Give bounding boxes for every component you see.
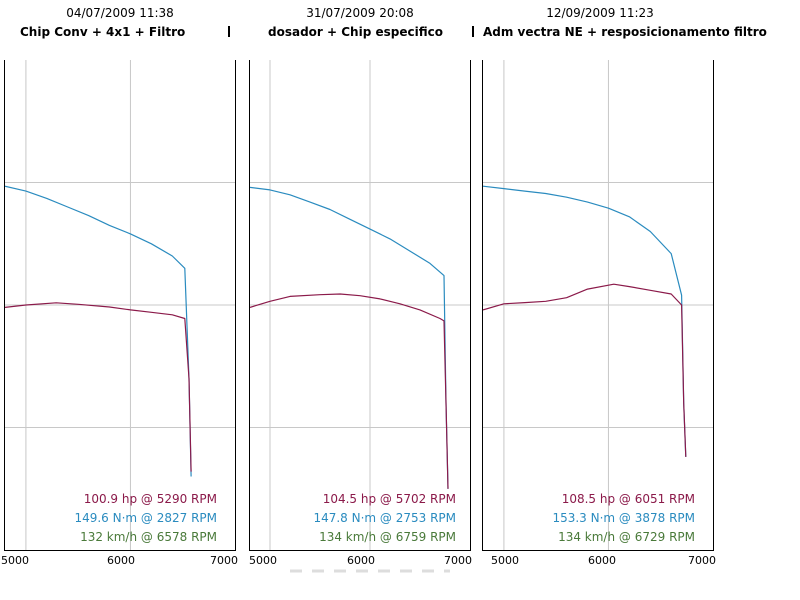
plot-area: 104.5 hp @ 5702 RPM 147.8 N·m @ 2753 RPM… xyxy=(249,60,471,551)
series-line-hp xyxy=(483,283,687,457)
series-line-torque xyxy=(483,185,687,457)
plot-area: 108.5 hp @ 6051 RPM 153.3 N·m @ 3878 RPM… xyxy=(482,60,714,551)
series-line-hp xyxy=(250,293,449,489)
panel-title: Chip Conv + 4x1 + Filtro xyxy=(20,25,186,39)
x-tick-label: 7000 xyxy=(688,554,716,567)
stat-torque: 147.8 N·m @ 2753 RPM xyxy=(313,511,456,525)
series-line-hp xyxy=(5,302,192,472)
x-tick-label: 6000 xyxy=(588,554,616,567)
chart-panel-2: 31/07/2009 20:08 dosador + Chip especifi… xyxy=(240,0,480,600)
chart-svg xyxy=(250,60,470,550)
stat-speed: 132 km/h @ 6578 RPM xyxy=(80,530,217,544)
panel-date: 31/07/2009 20:08 xyxy=(306,6,414,20)
x-tick-label: 6000 xyxy=(107,554,135,567)
stat-hp: 108.5 hp @ 6051 RPM xyxy=(561,492,695,506)
series-line-torque xyxy=(5,185,192,477)
chart-panel-1: 04/07/2009 11:38 Chip Conv + 4x1 + Filtr… xyxy=(0,0,240,600)
panel-title: Adm vectra NE + resposicionamento filtro xyxy=(483,25,767,39)
x-tick-label: 6000 xyxy=(347,554,375,567)
stat-speed: 134 km/h @ 6759 RPM xyxy=(319,530,456,544)
chart-panel-3: 12/09/2009 11:23 Adm vectra NE + resposi… xyxy=(480,0,767,600)
panel-date: 12/09/2009 11:23 xyxy=(546,6,654,20)
stat-torque: 153.3 N·m @ 3878 RPM xyxy=(552,511,695,525)
panel-date: 04/07/2009 11:38 xyxy=(66,6,174,20)
title-tick-mark xyxy=(228,26,230,37)
title-tick-mark xyxy=(472,26,474,37)
series-line-torque xyxy=(250,186,449,489)
plot-area: 100.9 hp @ 5290 RPM 149.6 N·m @ 2827 RPM… xyxy=(4,60,236,551)
stat-hp: 100.9 hp @ 5290 RPM xyxy=(83,492,217,506)
x-tick-label: 5000 xyxy=(1,554,29,567)
stat-torque: 149.6 N·m @ 2827 RPM xyxy=(74,511,217,525)
chart-svg xyxy=(5,60,235,550)
x-tick-label: 5000 xyxy=(249,554,277,567)
x-tick-label: 7000 xyxy=(444,554,472,567)
stat-hp: 104.5 hp @ 5702 RPM xyxy=(322,492,456,506)
x-tick-label: 7000 xyxy=(210,554,238,567)
chart-svg xyxy=(483,60,713,550)
decorative-dashes xyxy=(290,569,450,573)
x-tick-label: 5000 xyxy=(491,554,519,567)
stat-speed: 134 km/h @ 6729 RPM xyxy=(558,530,695,544)
panel-title: dosador + Chip especifico xyxy=(268,25,443,39)
